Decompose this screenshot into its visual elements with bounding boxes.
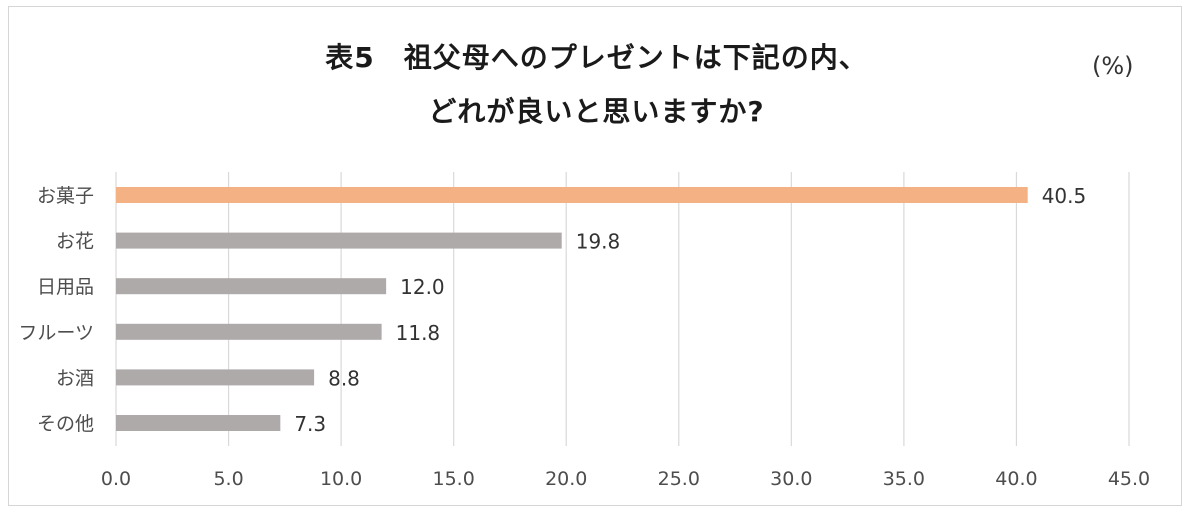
category-label-2: 日用品: [37, 276, 94, 298]
value-label-5: 7.3: [294, 412, 326, 436]
bar-3: [116, 323, 382, 340]
category-label-4: お酒: [56, 367, 94, 389]
chart-title-line1: 表5 祖父母へのプレゼントは下記の内、: [325, 41, 868, 74]
x-tick-label-3: 15.0: [433, 468, 475, 490]
bar-4: [116, 369, 315, 386]
x-tick-label-0: 0.0: [101, 468, 131, 490]
x-tick-label-2: 10.0: [320, 468, 362, 490]
x-tick-label-8: 40.0: [995, 468, 1037, 490]
category-label-5: その他: [37, 413, 94, 435]
value-label-4: 8.8: [328, 366, 360, 390]
category-label-3: フルーツ: [18, 322, 94, 344]
chart-frame: [8, 6, 1182, 506]
value-label-0: 40.5: [1042, 184, 1087, 208]
x-tick-label-1: 5.0: [213, 468, 243, 490]
chart-title-line2: どれが良いと思いますか?: [428, 95, 765, 128]
value-label-2: 12.0: [400, 275, 445, 299]
category-label-1: お花: [56, 231, 94, 253]
x-tick-label-6: 30.0: [770, 468, 812, 490]
bar-5: [116, 415, 281, 431]
category-label-0: お菓子: [37, 185, 94, 207]
bar-0: [116, 187, 1028, 203]
bar-1: [116, 232, 562, 249]
x-tick-label-4: 20.0: [545, 468, 587, 490]
x-tick-label-9: 45.0: [1108, 468, 1150, 490]
value-label-1: 19.8: [576, 230, 621, 254]
x-tick-label-5: 25.0: [658, 468, 700, 490]
bar-2: [116, 278, 387, 295]
unit-label: (%): [1092, 52, 1134, 80]
value-label-3: 11.8: [396, 321, 441, 345]
x-tick-label-7: 35.0: [883, 468, 925, 490]
